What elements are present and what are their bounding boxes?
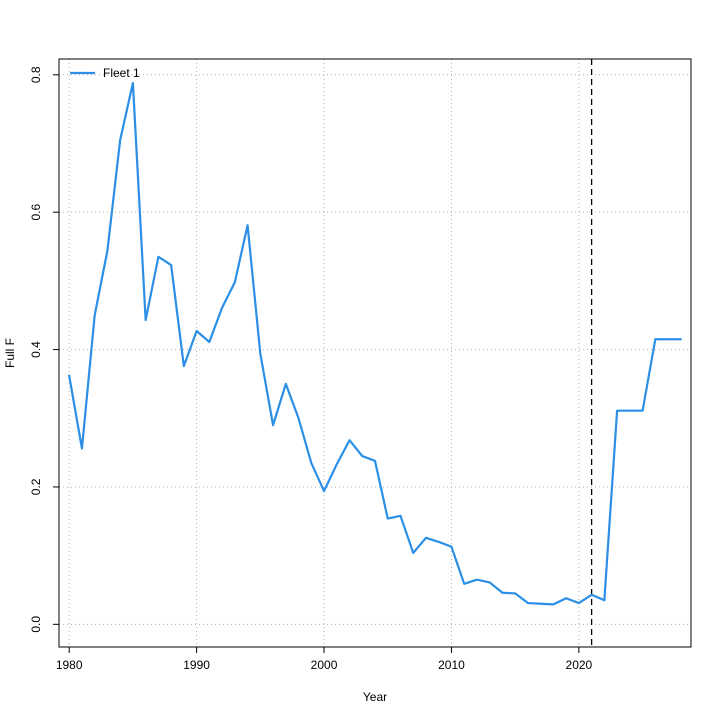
y-axis-title: Full F xyxy=(3,338,17,368)
x-tick-label: 1990 xyxy=(183,658,210,672)
y-tick-label: 0.4 xyxy=(29,341,43,358)
y-tick-label: 0.2 xyxy=(29,478,43,495)
y-tick-label: 0.6 xyxy=(29,204,43,221)
legend: Fleet 1 xyxy=(70,66,140,80)
x-tick-label: 2020 xyxy=(566,658,593,672)
plot-frame xyxy=(58,58,692,648)
y-tick-label: 0.8 xyxy=(29,66,43,83)
y-tick-label: 0.0 xyxy=(29,616,43,633)
x-tick-label: 2010 xyxy=(438,658,465,672)
axes-layer: 1980 1990 2000 2010 2020 0.0 0.2 0.4 0.6 0.8 xyxy=(29,58,692,672)
legend-label-fleet-1: Fleet 1 xyxy=(103,66,140,80)
x-tick-label: 2000 xyxy=(311,658,338,672)
series-line-0 xyxy=(68,81,682,606)
series-layer xyxy=(68,81,682,606)
x-axis-title: Year xyxy=(363,690,387,704)
x-tick-label: 1980 xyxy=(56,658,83,672)
grid-layer xyxy=(59,59,691,647)
